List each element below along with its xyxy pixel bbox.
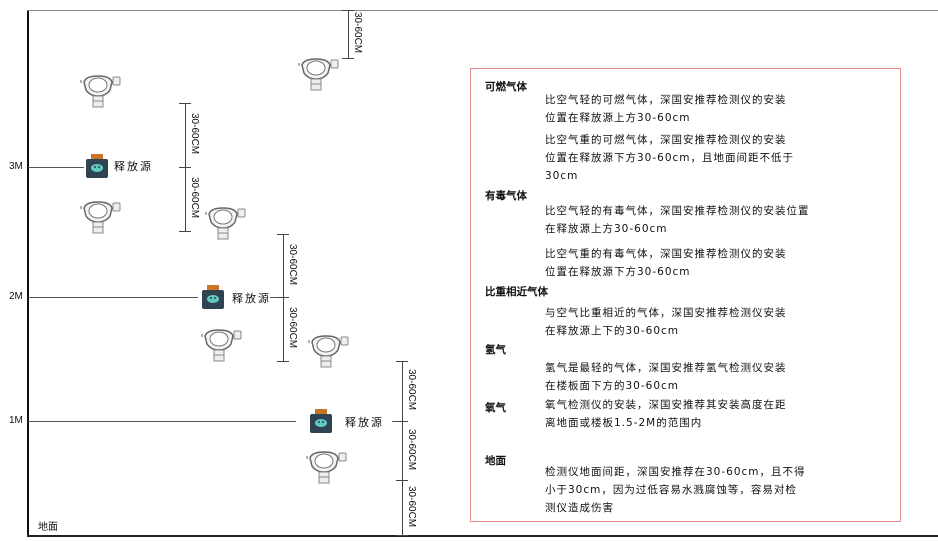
dimension-line — [283, 297, 284, 361]
section-title: 可燃气体 — [485, 81, 527, 93]
dimension-line — [402, 421, 403, 480]
section-text: 与空气比重相近的气体，深国安推荐检测仪安装 在释放源上下的30-60cm — [545, 307, 787, 337]
dimension-tick — [396, 535, 408, 536]
section-title: 氧气 — [485, 402, 506, 414]
dimension-tick — [277, 361, 289, 362]
dimension-line — [402, 361, 403, 421]
section-text: 比空气轻的可燃气体，深国安推荐检测仪的安装 位置在释放源上方30-60cm — [545, 94, 787, 124]
dimension-line — [185, 167, 186, 231]
dimension-label: 30-60CM — [406, 428, 417, 470]
dimension-tick — [277, 234, 289, 235]
dimension-tick — [396, 480, 408, 481]
dimension-label: 30-60CM — [406, 369, 417, 411]
dimension-tick — [342, 10, 354, 11]
source-leader — [270, 297, 282, 298]
dimension-tick — [342, 58, 354, 59]
gas-source-icon — [308, 409, 334, 433]
dimension-line — [348, 10, 349, 58]
gas-detector-icon — [78, 74, 122, 108]
source-label: 释放源 — [232, 292, 271, 305]
section-text: 比空气重的有毒气体，深国安推荐检测仪的安装 位置在释放源下方30-60cm — [545, 248, 787, 278]
section-title: 比重相近气体 — [485, 286, 548, 298]
dimension-tick — [179, 167, 191, 168]
gas-source-icon — [200, 285, 226, 309]
gas-detector-icon — [78, 200, 122, 234]
level-1m-label: 1M — [9, 415, 23, 426]
section-text: 检测仪地面间距，深国安推荐在30-60cm，且不得 小于30cm，因为过低容易水… — [545, 466, 806, 514]
dimension-label: 30-60CM — [287, 243, 298, 285]
level-1m-line — [28, 421, 296, 422]
section-title: 地面 — [485, 455, 506, 467]
dimension-tick — [396, 421, 408, 422]
ceiling-line — [27, 10, 938, 11]
gas-detector-icon — [306, 334, 350, 368]
floor-label: 地面 — [38, 522, 58, 533]
dimension-tick — [396, 361, 408, 362]
level-2m-line — [28, 297, 198, 298]
height-axis — [27, 10, 29, 536]
section-text: 比空气轻的有毒气体，深国安推荐检测仪的安装位置 在释放源上方30-60cm — [545, 205, 810, 235]
section-text: 氢气是最轻的气体，深国安推荐氢气检测仪安装 在楼板面下方的30-60cm — [545, 362, 787, 392]
gas-source-icon — [84, 154, 110, 178]
gas-detector-icon — [199, 328, 243, 362]
dimension-label: 30-60CM — [406, 485, 417, 527]
gas-detector-icon — [304, 450, 348, 484]
level-3m-label: 3M — [9, 161, 23, 172]
dimension-label: 30-60CM — [189, 113, 200, 155]
section-text: 氧气检测仪的安装，深国安推荐其安装高度在距 离地面或楼板1.5-2M的范围内 — [545, 399, 787, 429]
dimension-label: 30-60CM — [189, 177, 200, 219]
source-label: 释放源 — [114, 160, 153, 173]
level-3m-line — [28, 167, 84, 168]
section-title: 有毒气体 — [485, 190, 527, 202]
gas-detector-icon — [296, 57, 340, 91]
dimension-label: 30-60CM — [287, 307, 298, 349]
dimension-line — [185, 103, 186, 167]
source-label: 释放源 — [345, 416, 384, 429]
dimension-tick — [277, 297, 289, 298]
guidelines-panel: 可燃气体 比空气轻的可燃气体，深国安推荐检测仪的安装 位置在释放源上方30-60… — [470, 68, 901, 522]
dimension-line — [402, 480, 403, 535]
dimension-tick — [179, 103, 191, 104]
section-text: 比空气重的可燃气体，深国安推荐检测仪的安装 位置在释放源下方30-60cm，且地… — [545, 134, 795, 182]
dimension-tick — [179, 231, 191, 232]
dimension-line — [283, 234, 284, 297]
section-title: 氢气 — [485, 344, 506, 356]
gas-detector-icon — [203, 206, 247, 240]
dimension-label: 30-60CM — [352, 12, 363, 54]
floor-line — [27, 535, 938, 537]
level-2m-label: 2M — [9, 291, 23, 302]
